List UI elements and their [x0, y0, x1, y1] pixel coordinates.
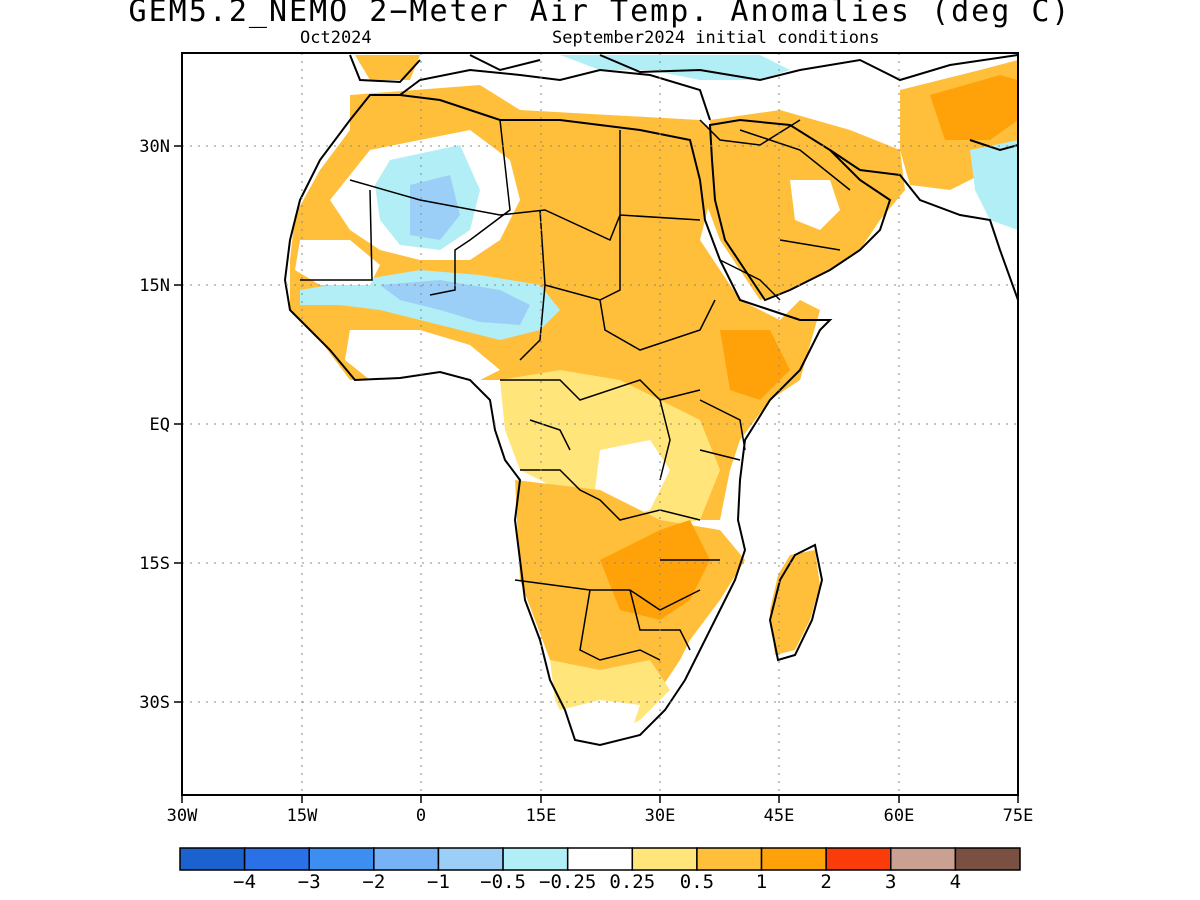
shade-spain: [355, 55, 420, 80]
coastlines: [283, 54, 1018, 747]
border-lines-east: [699, 259, 781, 461]
europe-coastline: [349, 54, 1018, 84]
shade-cape-white: [560, 700, 640, 745]
y-tick-label: 15S: [139, 554, 170, 574]
shade-madagascar: [770, 550, 820, 655]
colorbar-label: −0.25: [539, 871, 596, 893]
colorbar-swatch: [825, 847, 892, 871]
country-borders: [300, 119, 851, 661]
y-tick-label: 30N: [139, 137, 170, 157]
shade-sahel-cool-2: [410, 175, 460, 240]
shade-med-cool: [560, 55, 790, 80]
y-tick-label: EQ: [150, 415, 170, 435]
x-tick-label: 0: [416, 806, 426, 826]
colorbar-label: −1: [427, 871, 450, 893]
map-plot-area: [182, 53, 1018, 795]
colorbar-label: 4: [950, 871, 961, 893]
x-tick-label: 15W: [287, 806, 318, 826]
colorbar-swatch: [696, 847, 763, 871]
colorbar-label: 0.25: [609, 871, 655, 893]
graticule: [182, 53, 1018, 795]
valid-month-label: Oct2024: [300, 28, 372, 48]
border-lines-arabia: [699, 119, 851, 251]
x-tick-label: 30W: [167, 806, 198, 826]
colorbar-label: −3: [298, 871, 321, 893]
chart-title: GEM5.2_NEMO 2−Meter Air Temp. Anomalies …: [128, 0, 1072, 29]
colorbar-swatch: [373, 847, 440, 871]
colorbar-swatch: [954, 847, 1021, 871]
border-lines-central: [500, 379, 701, 521]
axis-ticks: [174, 145, 1019, 803]
madagascar-coastline: [768, 543, 824, 662]
shade-iran-hot: [930, 75, 1018, 140]
colorbar-label: −0.5: [480, 871, 526, 893]
x-tick-label: 45E: [764, 806, 795, 826]
colorbar-swatch: [631, 847, 698, 871]
colorbar-label: 3: [885, 871, 896, 893]
africa-coastline: [283, 94, 833, 747]
border-lines-southern: [514, 559, 720, 661]
colorbar-swatch: [760, 847, 827, 871]
shade-east-africa-warm: [720, 330, 790, 400]
colorbar-label: 1: [756, 871, 767, 893]
x-tick-label: 30E: [645, 806, 676, 826]
shade-guinea-white: [345, 330, 500, 385]
border-lines-north: [300, 119, 716, 361]
y-tick-label: 30S: [139, 693, 170, 713]
colorbar-swatch: [437, 847, 504, 871]
colorbar: [179, 847, 1021, 871]
y-tick-label: 15N: [139, 276, 170, 296]
x-tick-label: 75E: [1003, 806, 1034, 826]
colorbar-label: −4: [233, 871, 256, 893]
x-axis-labels: 30W 15W 0 15E 30E 45E 60E 75E: [167, 806, 1034, 826]
shade-west-white: [295, 240, 380, 285]
x-tick-label: 60E: [884, 806, 915, 826]
colorbar-swatch: [502, 847, 569, 871]
shade-southern-hot: [600, 520, 710, 620]
initial-conditions-label: September2024 initial conditions: [552, 28, 880, 48]
colorbar-label: 0.5: [680, 871, 714, 893]
colorbar-swatch: [179, 847, 246, 871]
colorbar-label: −2: [362, 871, 385, 893]
india-coastline: [969, 139, 1018, 152]
arabia-coastline: [708, 118, 892, 302]
colorbar-swatch: [243, 847, 310, 871]
shade-india-cool: [970, 140, 1018, 230]
colorbar-label: 2: [820, 871, 831, 893]
colorbar-swatch: [566, 847, 634, 871]
x-tick-label: 15E: [526, 806, 557, 826]
shade-sahel-band-2: [380, 280, 530, 325]
colorbar-labels: −4 −3 −2 −1 −0.5 −0.25 0.25 0.5 1 2 3 4: [233, 871, 961, 893]
y-axis-labels: 30N 15N EQ 15S 30S: [139, 137, 170, 713]
mediterranean-coastline: [399, 68, 711, 121]
anomaly-shading: [290, 55, 1018, 745]
colorbar-swatch: [308, 847, 375, 871]
shade-arabia-white: [790, 180, 840, 230]
colorbar-swatch: [890, 847, 957, 871]
persian-gulf-coastline: [829, 149, 1018, 301]
